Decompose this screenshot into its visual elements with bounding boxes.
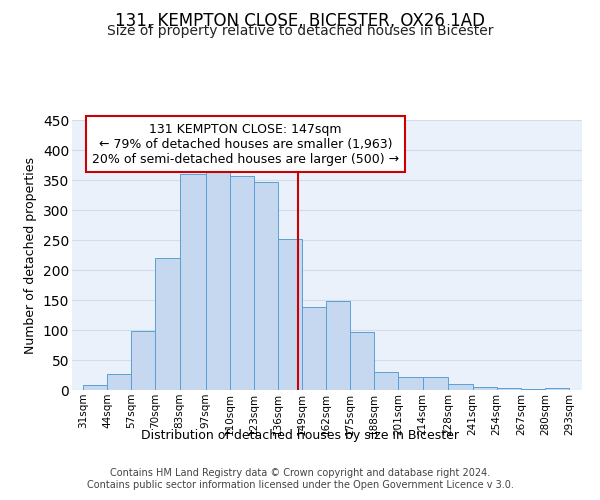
Bar	[206, 171, 230, 390]
Text: Size of property relative to detached houses in Bicester: Size of property relative to detached ho…	[107, 24, 493, 38]
Bar	[254, 182, 278, 390]
Bar	[179, 174, 206, 390]
Bar	[350, 332, 374, 390]
Bar	[131, 331, 155, 390]
Bar	[230, 176, 254, 390]
Text: Contains HM Land Registry data © Crown copyright and database right 2024.: Contains HM Land Registry data © Crown c…	[110, 468, 490, 477]
Bar	[497, 388, 521, 390]
Bar	[422, 377, 448, 390]
Bar	[278, 240, 302, 390]
Bar	[107, 374, 131, 390]
Bar	[83, 385, 107, 390]
Text: Distribution of detached houses by size in Bicester: Distribution of detached houses by size …	[141, 428, 459, 442]
Bar	[326, 300, 350, 390]
Y-axis label: Number of detached properties: Number of detached properties	[24, 156, 37, 354]
Bar	[473, 387, 497, 390]
Bar	[374, 372, 398, 390]
Bar	[398, 377, 422, 390]
Text: Contains public sector information licensed under the Open Government Licence v : Contains public sector information licen…	[86, 480, 514, 490]
Bar	[545, 388, 569, 390]
Bar	[155, 258, 179, 390]
Text: 131 KEMPTON CLOSE: 147sqm
← 79% of detached houses are smaller (1,963)
20% of se: 131 KEMPTON CLOSE: 147sqm ← 79% of detac…	[92, 122, 399, 166]
Bar	[302, 307, 326, 390]
Bar	[448, 384, 473, 390]
Text: 131, KEMPTON CLOSE, BICESTER, OX26 1AD: 131, KEMPTON CLOSE, BICESTER, OX26 1AD	[115, 12, 485, 30]
